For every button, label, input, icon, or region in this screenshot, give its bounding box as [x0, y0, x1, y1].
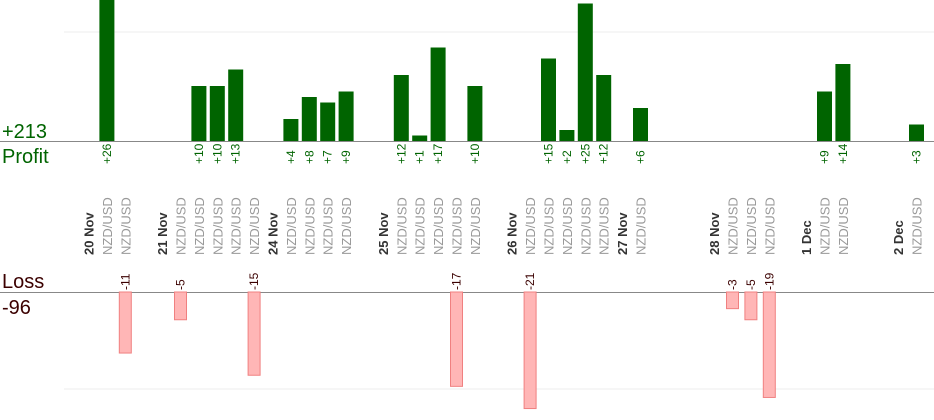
loss-value-label: -5	[744, 279, 758, 290]
profit-value-label: +7	[321, 150, 335, 164]
pair-label: NZD/USD	[818, 197, 833, 255]
profit-bar	[817, 91, 832, 141]
date-label: 21 Nov	[155, 212, 170, 255]
profit-value-label: +12	[597, 143, 611, 164]
profit-value-label: +14	[836, 143, 850, 164]
profit-value-label: +2	[560, 150, 574, 164]
loss-bar	[762, 291, 776, 398]
profit-value-label: +26	[100, 143, 114, 164]
pair-label: NZD/USD	[450, 197, 465, 255]
profit-value-label: +25	[578, 143, 592, 164]
loss-value-label: -15	[247, 272, 261, 290]
profit-value-label: +10	[210, 143, 224, 164]
loss-value-label: -5	[174, 279, 188, 290]
date-label: 2 Dec	[891, 220, 906, 255]
profit-value-label: +1	[413, 150, 427, 164]
profit-bar	[301, 97, 317, 141]
pair-label: NZD/USD	[284, 197, 299, 255]
profit-bar	[559, 130, 575, 141]
profit-bar	[596, 75, 612, 141]
profit-bar	[467, 86, 483, 141]
profit-value-label: +8	[302, 150, 316, 164]
profit-value-label: +6	[634, 150, 648, 164]
profit-bar	[320, 102, 336, 141]
profit-bar	[99, 0, 115, 141]
pair-label: NZD/USD	[192, 197, 207, 255]
loss-bar	[744, 291, 758, 321]
profit-value-label: +12	[394, 143, 408, 164]
profit-bar	[393, 75, 409, 141]
loss-value-label: -19	[762, 272, 776, 290]
loss-value-label: -17	[450, 272, 464, 290]
pair-label: NZD/USD	[431, 197, 446, 255]
date-label: 24 Nov	[266, 212, 281, 255]
profit-bar	[577, 3, 593, 141]
pair-label: NZD/USD	[210, 197, 225, 255]
pair-label: NZD/USD	[100, 197, 115, 255]
pair-label: NZD/USD	[339, 197, 354, 255]
loss-total-label: -96	[2, 297, 31, 319]
profit-bar	[191, 86, 207, 141]
date-label: 20 Nov	[82, 212, 97, 255]
profit-value-label: +10	[192, 143, 206, 164]
profit-bar	[633, 108, 648, 141]
pair-label: NZD/USD	[560, 197, 575, 255]
loss-bar	[726, 291, 739, 310]
loss-bar	[118, 291, 132, 354]
loss-bar	[450, 291, 463, 387]
loss-bar	[523, 291, 537, 410]
pair-label: NZD/USD	[174, 197, 189, 255]
profit-value-label: +17	[431, 143, 445, 164]
loss-value-label: -11	[118, 273, 132, 290]
pair-label: NZD/USD	[302, 197, 317, 255]
pair-label: NZD/USD	[836, 197, 851, 255]
pair-label: NZD/USD	[578, 197, 593, 255]
profit-bar	[909, 124, 924, 141]
profit-value-label: +13	[229, 143, 243, 164]
loss-value-label: -21	[523, 272, 537, 290]
profit-bar	[283, 119, 299, 141]
profit-value-label: +9	[818, 150, 832, 164]
profit-bar	[412, 135, 428, 141]
pair-label: NZD/USD	[542, 197, 557, 255]
pair-label: NZD/USD	[744, 197, 759, 255]
pair-label: NZD/USD	[413, 197, 428, 255]
pair-label: NZD/USD	[523, 197, 538, 255]
profit-bar	[338, 91, 354, 141]
profit-label: Profit	[2, 146, 49, 168]
profit-bar	[430, 47, 446, 141]
pair-label: NZD/USD	[321, 197, 336, 255]
loss-label: Loss	[2, 271, 44, 293]
loss-bar	[174, 291, 187, 321]
date-label: 1 Dec	[799, 220, 814, 255]
profit-bar	[541, 58, 556, 141]
pair-label: NZD/USD	[762, 197, 777, 255]
pair-label: NZD/USD	[468, 197, 483, 255]
date-label: 27 Nov	[615, 212, 630, 255]
pair-label: NZD/USD	[247, 197, 262, 255]
pair-label: NZD/USD	[726, 197, 741, 255]
date-label: 28 Nov	[707, 212, 722, 255]
profit-value-label: +4	[284, 150, 298, 164]
profit-value-label: +3	[910, 150, 924, 164]
loss-bar	[247, 291, 261, 376]
profit-total-label: +213	[2, 121, 47, 143]
loss-value-label: -3	[726, 279, 740, 290]
date-label: 26 Nov	[505, 212, 520, 255]
pair-label: NZD/USD	[910, 197, 925, 255]
profit-bar	[228, 69, 244, 141]
profit-value-label: +10	[468, 143, 482, 164]
profit-bar	[835, 64, 851, 141]
pair-label: NZD/USD	[394, 197, 409, 255]
pair-label: NZD/USD	[229, 197, 244, 255]
pair-label: NZD/USD	[118, 197, 133, 255]
pair-label: NZD/USD	[634, 197, 649, 255]
profit-bar	[209, 86, 225, 141]
date-label: 25 Nov	[376, 212, 391, 255]
profit-value-label: +15	[542, 143, 556, 164]
profit-value-label: +9	[339, 150, 353, 164]
pair-label: NZD/USD	[597, 197, 612, 255]
